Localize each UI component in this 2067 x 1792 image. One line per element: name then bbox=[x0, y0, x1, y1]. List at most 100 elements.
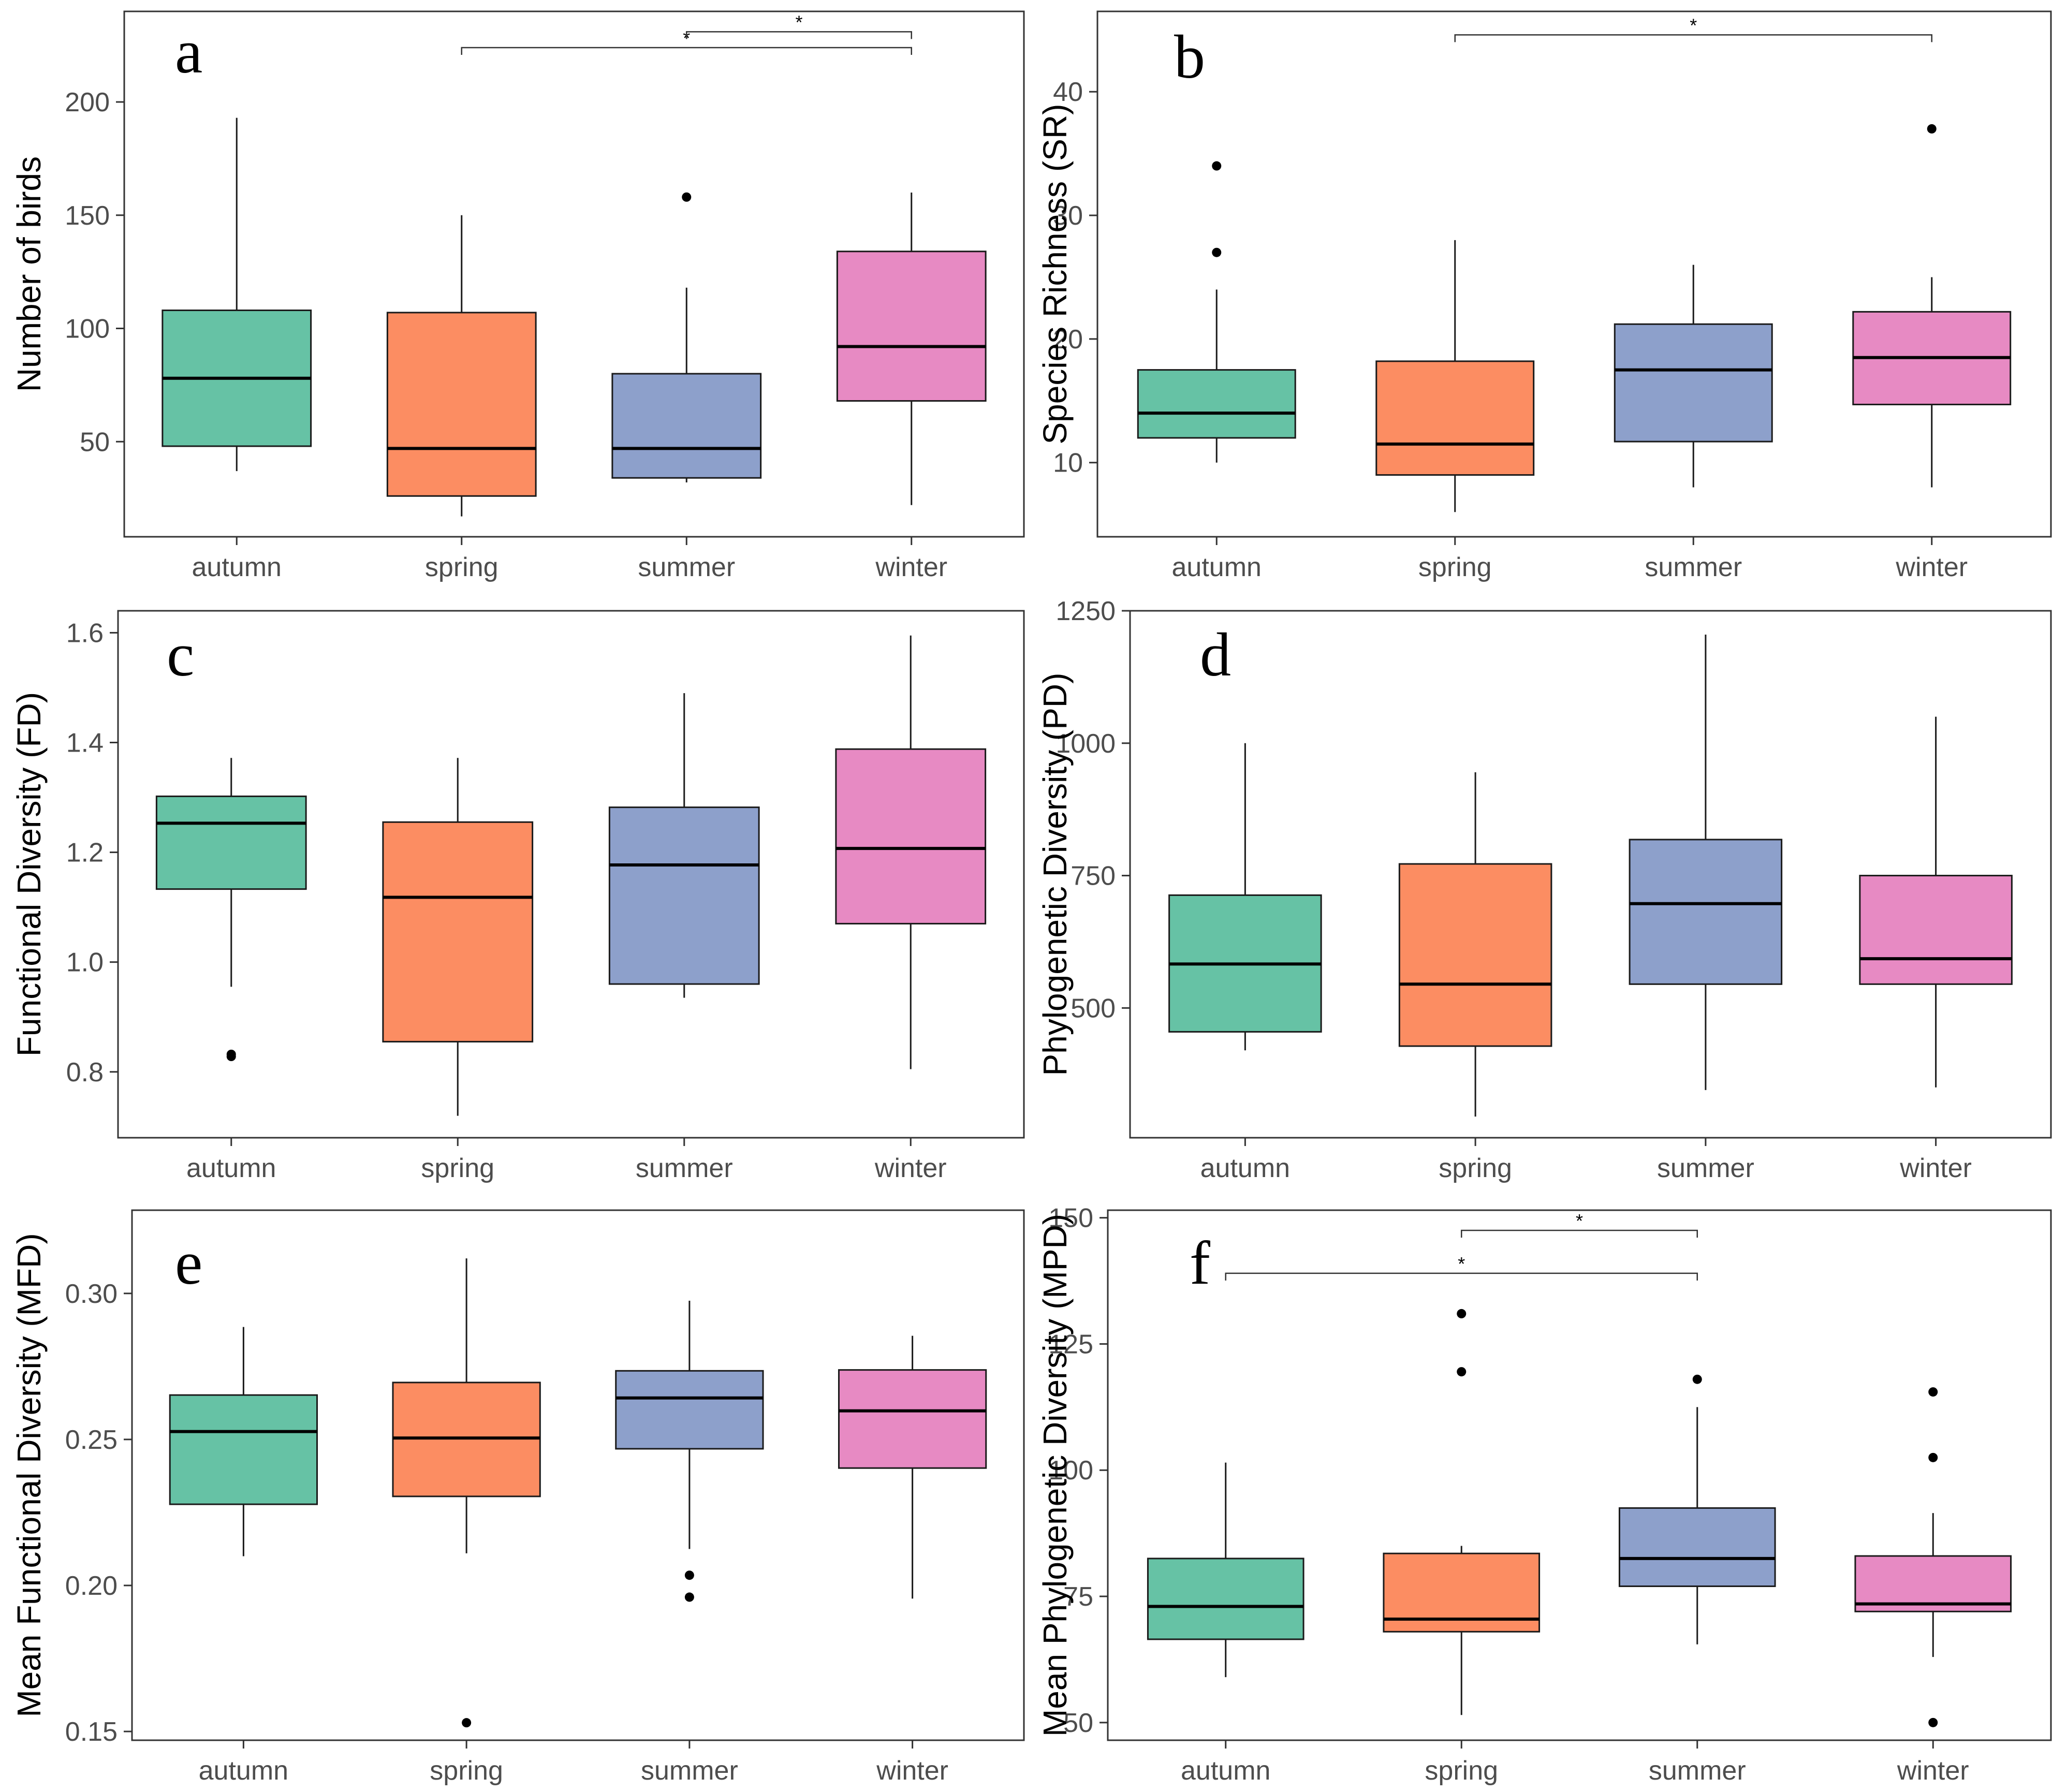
box-spring bbox=[1398, 772, 1552, 1117]
panel-letter: d bbox=[1200, 620, 1231, 689]
box-winter bbox=[1852, 124, 2012, 488]
y-tick-label: 50 bbox=[1063, 1708, 1093, 1738]
panel-f: 50 75 100 125 150 autumn spring summer winter Mea… bbox=[1036, 1203, 2052, 1786]
y-tick-label: 0.8 bbox=[66, 1057, 104, 1088]
box-winter bbox=[836, 193, 987, 505]
panel-a: 50 100 150 200 autumn spring summer winter Numbe… bbox=[10, 10, 1025, 582]
x-tick-label-spring: spring bbox=[421, 1153, 494, 1183]
box-summer bbox=[1629, 635, 1783, 1090]
panel-letter: f bbox=[1190, 1228, 1210, 1297]
significance-star: * bbox=[1690, 14, 1697, 36]
outlier-point bbox=[462, 1718, 472, 1728]
y-tick-label: 50 bbox=[80, 427, 110, 457]
iqr-box bbox=[155, 795, 307, 890]
iqr-box bbox=[611, 373, 762, 479]
y-axis-label: Species Richness (SR) bbox=[1036, 104, 1074, 445]
box-summer bbox=[1614, 265, 1773, 488]
iqr-box bbox=[835, 748, 987, 924]
significance-star: * bbox=[795, 11, 802, 33]
y-tick-label: 150 bbox=[65, 201, 110, 231]
y-tick-label: 0.30 bbox=[65, 1279, 118, 1309]
x-tick-label-spring: spring bbox=[425, 552, 499, 582]
panel-d: 500 750 1000 1250 autumn spring summer winter Ph… bbox=[1036, 596, 2052, 1183]
significance-bracket bbox=[461, 47, 912, 55]
plot-frame bbox=[1129, 610, 2052, 1139]
y-tick-label: 100 bbox=[65, 314, 110, 344]
plot-frame bbox=[1096, 10, 2052, 538]
x-tick-label-autumn: autumn bbox=[186, 1153, 276, 1183]
panel-e: 0.15 0.20 0.25 0.30 autumn spring summer winter… bbox=[10, 1209, 1025, 1786]
box-autumn bbox=[1137, 161, 1296, 463]
outlier-point bbox=[1212, 161, 1222, 171]
outlier-point bbox=[1928, 1717, 1938, 1727]
iqr-box bbox=[1854, 1555, 2012, 1612]
panel-letter: e bbox=[175, 1228, 202, 1297]
y-tick-label: 1.6 bbox=[66, 618, 104, 648]
y-tick-label: 10 bbox=[1053, 448, 1083, 478]
y-tick-label: 0.20 bbox=[65, 1571, 118, 1601]
x-tick-label-winter: winter bbox=[875, 552, 947, 582]
box-winter bbox=[835, 635, 987, 1069]
outlier-point bbox=[1927, 124, 1937, 134]
x-tick-label-autumn: autumn bbox=[1172, 552, 1262, 582]
box-spring bbox=[392, 1258, 541, 1728]
y-tick-label: 750 bbox=[1071, 861, 1116, 891]
y-tick-label: 40 bbox=[1053, 77, 1083, 107]
y-axis-label: Mean Functional Diversity (MFD) bbox=[10, 1233, 48, 1717]
y-tick-label: 30 bbox=[1053, 201, 1083, 231]
significance-star: * bbox=[1576, 1210, 1583, 1231]
significance-bracket bbox=[1225, 1272, 1698, 1281]
x-tick-label-winter: winter bbox=[874, 1153, 947, 1183]
x-tick-label-summer: summer bbox=[1649, 1756, 1746, 1786]
significance-bracket bbox=[1461, 1229, 1698, 1238]
y-tick-label: 0.25 bbox=[65, 1425, 118, 1455]
iqr-box bbox=[169, 1394, 318, 1505]
plot-frame bbox=[1107, 1209, 2052, 1741]
panel-letter: a bbox=[175, 17, 202, 86]
y-tick-label: 1250 bbox=[1056, 596, 1116, 626]
x-tick-label-summer: summer bbox=[1657, 1153, 1754, 1183]
iqr-box bbox=[386, 312, 537, 497]
outlier-point bbox=[684, 1570, 694, 1580]
x-tick-label-summer: summer bbox=[636, 1153, 733, 1183]
panel-letter: b bbox=[1174, 22, 1205, 91]
outlier-point bbox=[682, 192, 692, 202]
x-tick-label-summer: summer bbox=[641, 1756, 738, 1786]
y-tick-label: 1000 bbox=[1056, 729, 1116, 759]
panel-c: 0.8 1.0 1.2 1.4 1.6 autumn spring summer winter F… bbox=[10, 610, 1025, 1183]
box-autumn bbox=[1147, 1462, 1304, 1678]
x-tick-label-autumn: autumn bbox=[192, 552, 282, 582]
outlier-point bbox=[1928, 1387, 1938, 1397]
box-autumn bbox=[162, 117, 312, 472]
box-winter bbox=[1859, 716, 2013, 1088]
iqr-box bbox=[1614, 323, 1773, 443]
panel-letter: c bbox=[167, 620, 194, 689]
y-tick-label: 100 bbox=[1048, 1456, 1093, 1486]
x-tick-label-spring: spring bbox=[1439, 1153, 1512, 1183]
box-autumn bbox=[1168, 743, 1322, 1051]
iqr-box bbox=[382, 821, 534, 1042]
iqr-box bbox=[1375, 360, 1535, 476]
box-spring bbox=[1375, 240, 1535, 512]
outlier-point bbox=[1457, 1367, 1467, 1377]
box-winter bbox=[838, 1335, 987, 1599]
plot-frame bbox=[131, 1209, 1025, 1741]
iqr-box bbox=[1859, 875, 2013, 985]
x-tick-label-autumn: autumn bbox=[1181, 1756, 1270, 1786]
x-tick-label-spring: spring bbox=[1418, 552, 1492, 582]
box-summer bbox=[615, 1300, 764, 1602]
iqr-box bbox=[608, 806, 760, 985]
outlier-point bbox=[684, 1592, 694, 1602]
box-winter bbox=[1854, 1387, 2012, 1727]
x-tick-label-summer: summer bbox=[638, 552, 735, 582]
iqr-box bbox=[1137, 369, 1296, 439]
x-tick-label-winter: winter bbox=[1897, 1756, 1969, 1786]
x-tick-label-summer: summer bbox=[1645, 552, 1742, 582]
y-tick-label: 500 bbox=[1071, 993, 1116, 1023]
iqr-box bbox=[1398, 863, 1552, 1047]
box-spring bbox=[386, 215, 537, 517]
plot-frame bbox=[123, 10, 1025, 538]
box-spring bbox=[382, 758, 534, 1116]
y-axis-label: Phylogenetic Diversity (PD) bbox=[1036, 673, 1074, 1076]
